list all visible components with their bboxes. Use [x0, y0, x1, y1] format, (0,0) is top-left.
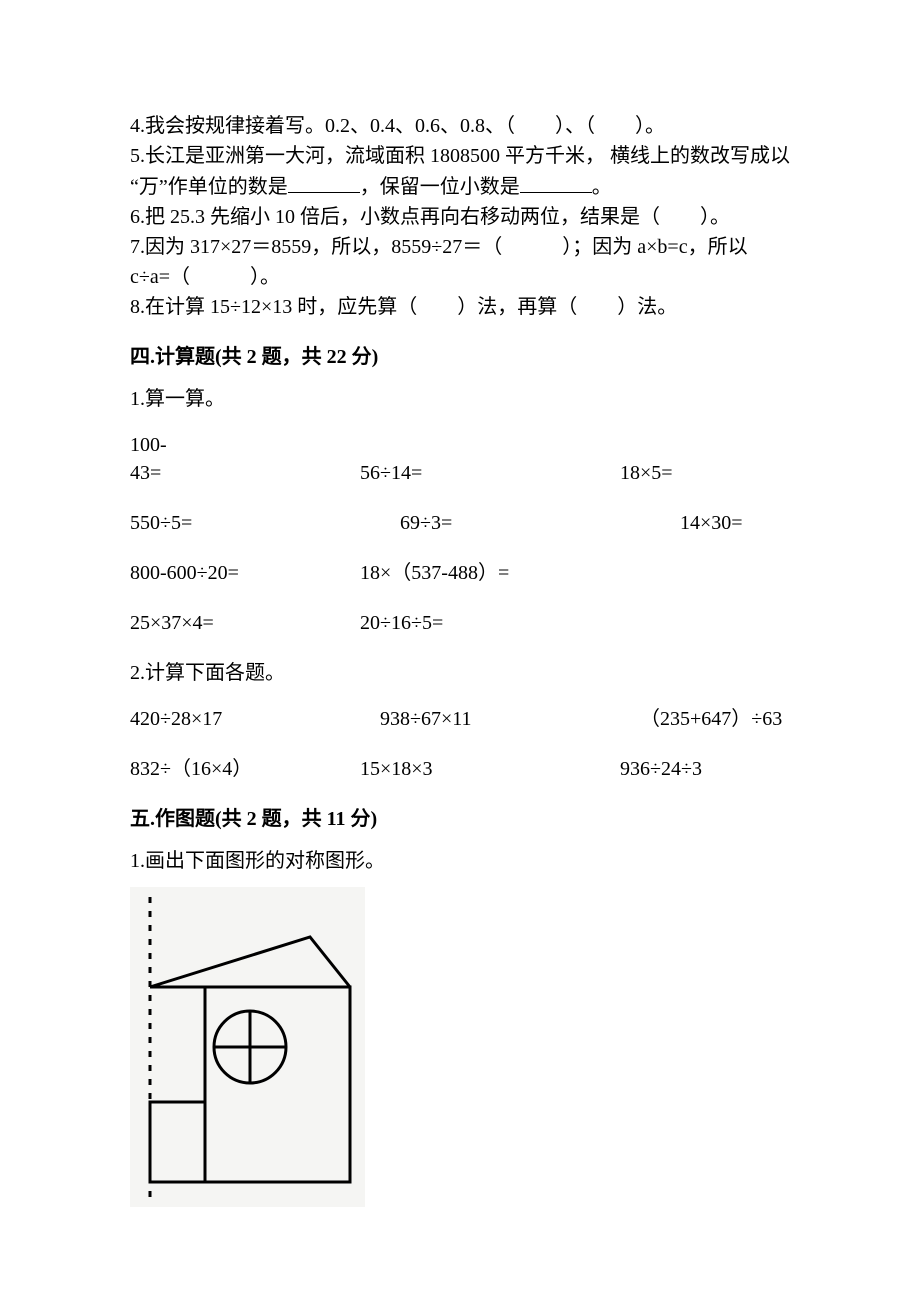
calc-cell: 20÷16÷5=	[360, 609, 620, 637]
calc-cell: 938÷67×11	[360, 705, 640, 733]
question-5-line1: 5.长江是亚洲第一大河，流域面积 1808500 平方千米， 横线上的数改写成以	[130, 142, 790, 170]
calc-cell: 100-	[130, 431, 790, 459]
calc-cell: 936÷24÷3	[620, 755, 790, 783]
calc-cell: 420÷28×17	[130, 705, 360, 733]
calc-row: 832÷（16×4） 15×18×3 936÷24÷3	[130, 755, 790, 783]
calc-grid-1: 100- 43= 56÷14= 18×5= 550÷5= 69÷3= 14×30…	[130, 431, 790, 637]
section-4-q2: 2.计算下面各题。	[130, 659, 790, 687]
calc-cell: 550÷5=	[130, 509, 360, 537]
q5-mid: ，保留一位小数是	[360, 176, 520, 198]
calc-cell: 14×30=	[660, 509, 790, 537]
question-8: 8.在计算 15÷12×13 时，应先算（ ）法，再算（ ）法。	[130, 293, 790, 321]
question-6: 6.把 25.3 先缩小 10 倍后，小数点再向右移动两位，结果是（ ）。	[130, 203, 790, 231]
calc-row: 43= 56÷14= 18×5=	[130, 459, 790, 487]
calc-row: 420÷28×17 938÷67×11 （235+647）÷63	[130, 705, 790, 733]
calc-cell: 800-600÷20=	[130, 559, 360, 587]
calc-cell: 69÷3=	[360, 509, 660, 537]
calc-cell: 25×37×4=	[130, 609, 360, 637]
question-5-line2: “万”作单位的数是 ，保留一位小数是 。	[130, 172, 790, 201]
calc-cell	[620, 559, 790, 587]
section-4-q1: 1.算一算。	[130, 385, 790, 413]
calc-cell: 18×5=	[620, 459, 790, 487]
blank-field[interactable]	[520, 172, 592, 193]
calc-cell: 56÷14=	[360, 459, 620, 487]
calc-cell	[620, 609, 790, 637]
section-5-title: 五.作图题(共 2 题，共 11 分)	[130, 805, 790, 833]
calc-cell: 43=	[130, 459, 360, 487]
calc-row: 550÷5= 69÷3= 14×30=	[130, 509, 790, 537]
calc-cell: 18×（537-488）=	[360, 559, 620, 587]
calc-cell: （235+647）÷63	[640, 705, 790, 733]
house-half-figure	[130, 887, 790, 1207]
calc-row: 25×37×4= 20÷16÷5=	[130, 609, 790, 637]
q5-post: 。	[592, 176, 612, 198]
calc-grid-2: 420÷28×17 938÷67×11 （235+647）÷63 832÷（16…	[130, 705, 790, 783]
question-7-line1: 7.因为 317×27＝8559，所以，8559÷27＝（ ）；因为 a×b=c…	[130, 233, 790, 261]
calc-cell: 15×18×3	[360, 755, 620, 783]
house-svg	[130, 887, 365, 1207]
question-7-line2: c÷a=（ ）。	[130, 263, 790, 291]
question-4: 4.我会按规律接着写。0.2、0.4、0.6、0.8、（ ）、（ ）。	[130, 112, 790, 140]
document-page: 4.我会按规律接着写。0.2、0.4、0.6、0.8、（ ）、（ ）。 5.长江…	[0, 0, 920, 1302]
blank-field[interactable]	[288, 172, 360, 193]
section-4-title: 四.计算题(共 2 题，共 22 分)	[130, 343, 790, 371]
section-5-q1: 1.画出下面图形的对称图形。	[130, 847, 790, 875]
q5-prefix: “万”作单位的数是	[130, 176, 288, 198]
calc-row: 800-600÷20= 18×（537-488）=	[130, 559, 790, 587]
calc-cell: 832÷（16×4）	[130, 755, 360, 783]
